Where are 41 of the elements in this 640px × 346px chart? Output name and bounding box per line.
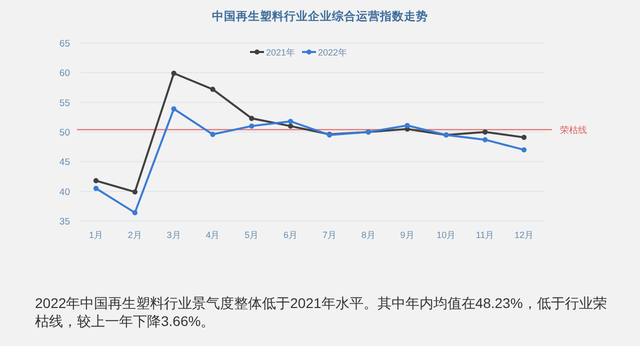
point (210, 132, 216, 137)
x-tick-label: 10月 (436, 230, 456, 240)
point (521, 147, 527, 152)
ref-line-label: 荣枯线 (560, 125, 587, 136)
x-tick-label: 5月 (244, 230, 259, 240)
x-tick-label: 6月 (284, 230, 298, 240)
x-tick-label: 1月 (88, 230, 104, 240)
point (132, 189, 138, 195)
point (210, 86, 216, 92)
y-tick-label: 60 (59, 68, 70, 80)
x-tick-label: 7月 (322, 230, 336, 240)
point (171, 106, 176, 112)
x-tick-label: 9月 (400, 230, 414, 240)
text: 2022年中国再生塑料行业景气度整体低于2021年水平。其中年内均值在48.23%，低于行业荣枯线，较上一年下降3.66%。 (35, 294, 608, 330)
x-tick-label: 4月 (206, 230, 220, 240)
point (249, 116, 254, 121)
y-tick-label: 55 (59, 98, 70, 109)
point (132, 210, 138, 216)
legend-label: 2021年 (266, 48, 296, 58)
x-tick-label: 12月 (514, 230, 534, 240)
point (249, 123, 254, 129)
point (288, 123, 294, 129)
x-tick-label: 2月 (128, 230, 142, 240)
y-tick-label: 35 (59, 216, 70, 228)
point (404, 122, 410, 128)
point (521, 134, 527, 140)
point (171, 70, 176, 76)
point (482, 137, 488, 142)
point (482, 129, 488, 135)
x-tick-label: 11月 (476, 230, 494, 240)
chart-title: 中国再生塑料行业企业综合运营指数走势 (212, 9, 428, 23)
point (288, 118, 294, 124)
y-tick-label: 50 (59, 128, 70, 138)
y-tick-label: 40 (59, 186, 70, 198)
x-tick-label: 8月 (361, 230, 376, 240)
y-tick-label: 65 (59, 38, 70, 50)
x-tick-label: 3月 (166, 230, 181, 240)
point (93, 186, 99, 191)
y-tick-label: 45 (59, 157, 70, 168)
point (93, 178, 99, 184)
legend-label: 2022年 (318, 48, 348, 58)
